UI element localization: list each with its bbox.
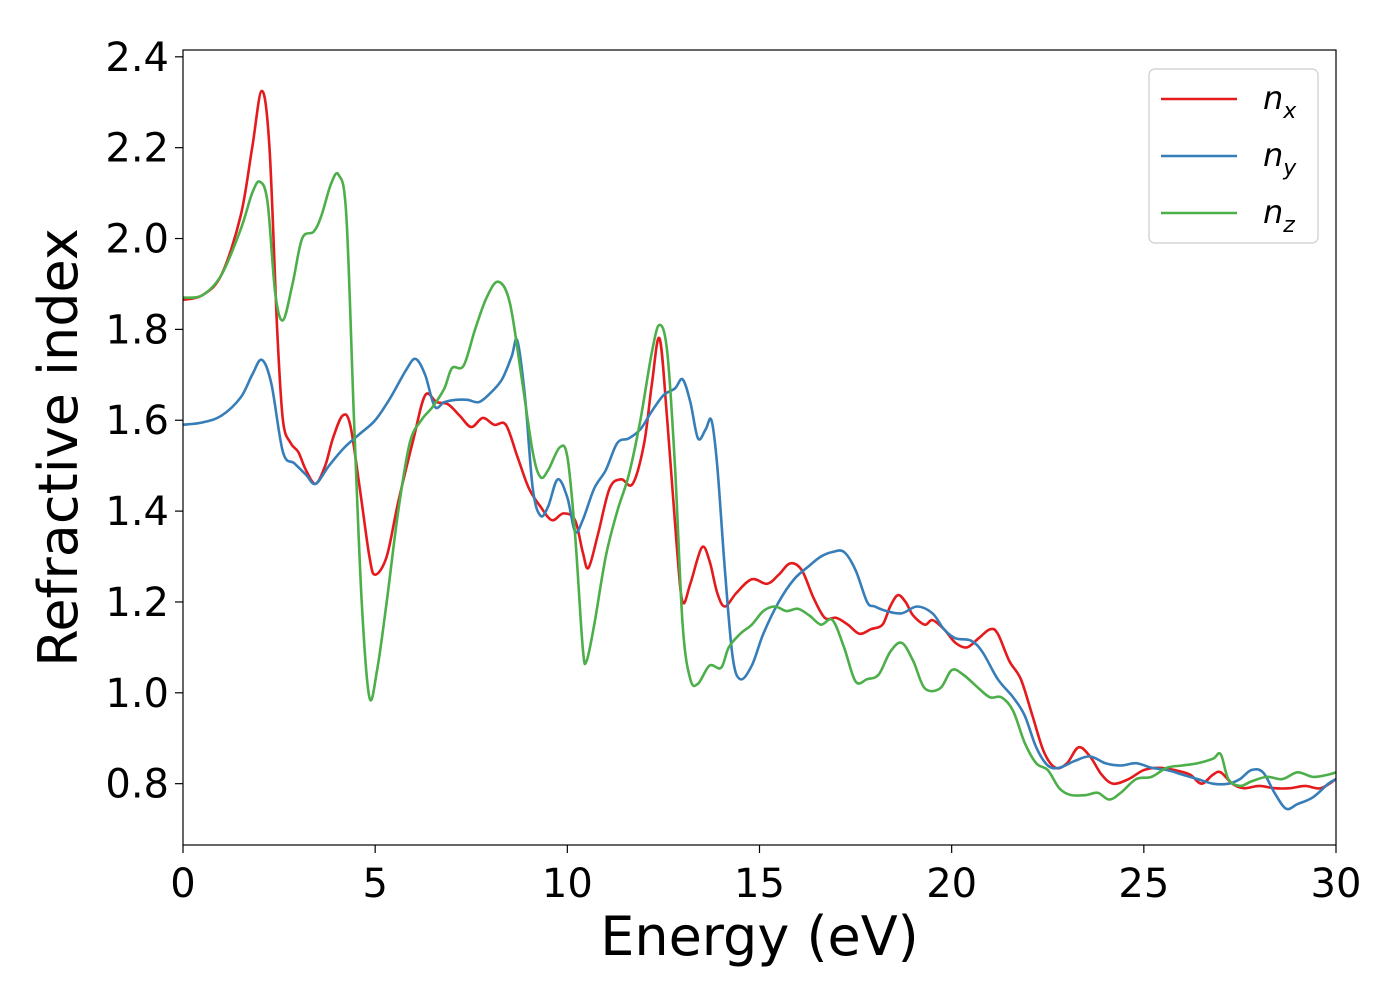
x-tick-label: 25 (1118, 861, 1169, 907)
y-tick-label: 1.2 (105, 580, 169, 626)
y-tick-label: 1.6 (105, 398, 169, 444)
y-tick-label: 0.8 (105, 762, 169, 808)
series-line-n-y (183, 337, 1336, 811)
y-tick-label: 2.4 (105, 35, 169, 81)
x-tick-label: 5 (362, 861, 387, 907)
y-tick-label: 2.2 (105, 126, 169, 172)
y-tick-label: 1.0 (105, 671, 169, 717)
x-tick-label: 0 (170, 861, 195, 907)
legend-label: nz (1263, 193, 1295, 238)
y-tick-label: 1.8 (105, 307, 169, 353)
series-layer (183, 89, 1336, 811)
x-tick-label: 15 (734, 861, 785, 907)
series-line-n-z (183, 171, 1336, 801)
legend-label-main: n (1263, 79, 1283, 117)
x-tick-label: 20 (926, 861, 977, 907)
x-axis-title: Energy (eV) (600, 905, 919, 968)
y-tick-label: 2.0 (105, 217, 169, 263)
legend-label-main: n (1263, 136, 1283, 174)
x-tick-label: 30 (1311, 861, 1362, 907)
x-axis-ticks: 0 5 10 15 20 25 30 (170, 845, 1361, 907)
legend-label: ny (1263, 136, 1297, 181)
legend-label-sub: z (1282, 213, 1295, 238)
legend-label-sub: x (1282, 99, 1297, 124)
y-axis-ticks: 0.8 1.0 1.2 1.4 1.6 1.8 2.0 2.2 2.4 (105, 35, 183, 808)
legend-label-sub: y (1282, 156, 1297, 181)
y-tick-label: 1.4 (105, 489, 169, 535)
legend-label: nx (1263, 79, 1297, 124)
legend-label-main: n (1263, 193, 1283, 231)
x-tick-label: 10 (542, 861, 593, 907)
y-axis-title: Refractive index (27, 228, 90, 667)
